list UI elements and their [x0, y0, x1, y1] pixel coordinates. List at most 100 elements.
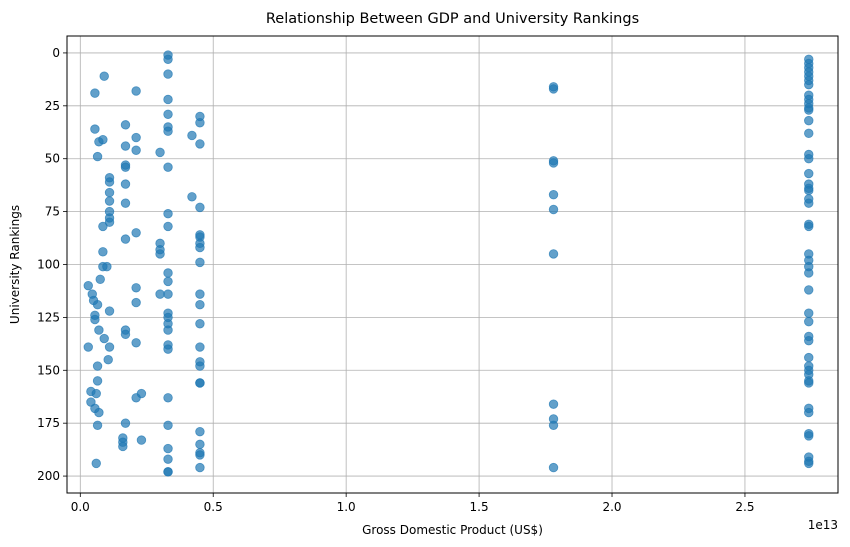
data-point — [195, 378, 205, 388]
y-tick-label: 25 — [45, 99, 60, 113]
data-point — [99, 71, 109, 81]
data-point — [120, 234, 131, 244]
data-point — [195, 202, 205, 213]
y-tick-label: 125 — [37, 310, 60, 324]
data-point — [804, 308, 814, 318]
data-point — [195, 118, 205, 128]
data-point — [99, 333, 109, 344]
x-tick-label: 2.5 — [735, 500, 754, 514]
data-point — [163, 54, 173, 64]
data-point — [195, 361, 205, 371]
data-point — [136, 435, 147, 445]
y-tick-label: 50 — [45, 152, 60, 166]
data-point — [163, 126, 173, 136]
data-point — [187, 130, 197, 141]
data-point — [83, 280, 93, 291]
data-point — [163, 221, 173, 232]
data-point — [163, 420, 173, 430]
data-point — [104, 306, 115, 316]
x-tick-label: 0.0 — [71, 500, 90, 514]
data-point — [92, 361, 103, 371]
data-point — [163, 162, 173, 172]
data-point — [195, 319, 205, 329]
data-point — [98, 134, 108, 145]
data-point — [104, 342, 115, 352]
data-point — [163, 325, 173, 335]
data-point — [804, 168, 814, 179]
data-point — [804, 352, 814, 363]
data-point — [163, 69, 173, 79]
data-point — [163, 454, 173, 464]
data-point — [90, 88, 100, 98]
x-axis-label: Gross Domestic Product (US$) — [362, 523, 543, 537]
data-point — [98, 247, 108, 257]
y-tick-label: 75 — [45, 205, 60, 219]
data-point — [548, 204, 559, 215]
data-point — [120, 162, 131, 172]
data-point — [131, 228, 141, 238]
data-point — [131, 297, 141, 308]
data-point — [804, 128, 814, 139]
data-point — [804, 335, 814, 346]
data-point — [187, 192, 197, 202]
data-point — [163, 393, 173, 403]
data-point — [195, 299, 205, 310]
y-tick-label: 200 — [37, 469, 60, 483]
x-axis-ticks: 0.0 0.5 1.0 1.5 2.0 2.5 — [71, 493, 754, 514]
data-point — [94, 407, 104, 418]
data-point — [136, 388, 147, 399]
data-point — [195, 139, 205, 149]
y-tick-label: 150 — [37, 363, 60, 377]
data-point — [94, 325, 104, 335]
data-point — [195, 462, 205, 473]
data-point — [118, 441, 128, 452]
data-point — [548, 420, 559, 430]
data-point — [90, 310, 100, 320]
data-point — [120, 179, 131, 189]
chart-title: Relationship Between GDP and University … — [266, 11, 639, 27]
data-point — [804, 198, 814, 208]
data-point — [804, 221, 814, 232]
data-point — [92, 299, 103, 310]
data-point — [195, 439, 205, 450]
y-axis-ticks: 0 25 50 75 100 125 150 175 200 — [37, 46, 67, 483]
data-point — [131, 86, 141, 96]
data-point — [131, 338, 141, 348]
data-point — [120, 120, 131, 130]
data-point — [163, 209, 173, 219]
data-point — [104, 217, 115, 227]
data-point — [155, 147, 165, 158]
x-tick-label: 1.0 — [337, 500, 356, 514]
data-point — [90, 124, 100, 134]
data-point — [104, 196, 115, 206]
data-point — [195, 342, 205, 352]
data-point — [195, 426, 205, 437]
data-point — [548, 462, 559, 473]
y-tick-label: 100 — [37, 258, 60, 272]
x-tick-label: 2.0 — [602, 500, 621, 514]
data-point — [195, 242, 205, 253]
data-point — [163, 344, 173, 354]
data-point — [548, 249, 559, 259]
data-point — [804, 285, 814, 295]
data-point — [804, 79, 814, 90]
x-axis-offset-label: 1e13 — [808, 518, 838, 532]
grid-lines — [67, 36, 838, 493]
data-point — [195, 257, 205, 268]
data-point — [804, 154, 814, 164]
data-point — [548, 399, 559, 409]
y-axis-label: University Rankings — [8, 205, 22, 324]
data-point — [92, 151, 103, 162]
data-point — [131, 283, 141, 293]
data-point — [104, 187, 115, 198]
data-point — [804, 431, 814, 441]
data-point — [155, 249, 165, 259]
data-point — [120, 329, 131, 340]
data-point — [163, 268, 173, 278]
x-tick-label: 0.5 — [204, 500, 223, 514]
data-point — [804, 407, 814, 418]
data-point — [548, 158, 559, 168]
data-point — [98, 221, 108, 232]
